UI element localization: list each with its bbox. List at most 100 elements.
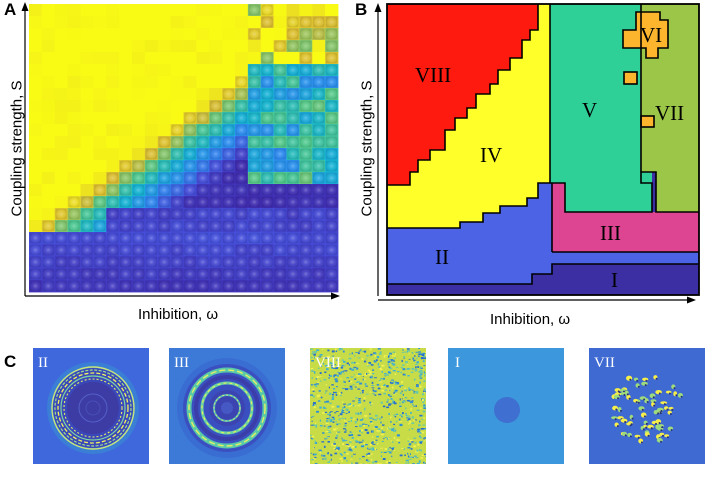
noise-speck: [329, 420, 333, 423]
heatmap-cell: [209, 28, 223, 41]
heatmap-cell-texture: [158, 196, 170, 208]
heatmap-cell-texture: [287, 220, 299, 232]
heatmap-cell-texture: [313, 244, 325, 256]
noise-speck: [355, 412, 357, 415]
noise-speck: [392, 401, 396, 403]
noise-speck: [362, 439, 364, 442]
noise-speck: [311, 369, 314, 371]
heatmap-cell-texture: [287, 88, 299, 100]
noise-speck: [395, 420, 398, 423]
heatmap-cell: [80, 100, 94, 113]
noise-speck: [336, 446, 339, 449]
noise-speck: [327, 362, 331, 365]
noise-speck: [398, 421, 402, 423]
noise-speck: [349, 441, 352, 443]
noise-speck: [327, 461, 330, 463]
noise-speck: [335, 434, 339, 437]
heatmap-cell: [132, 28, 146, 41]
heatmap-cell-texture: [184, 148, 196, 160]
noise-speck: [361, 389, 364, 391]
noise-speck: [344, 364, 346, 367]
noise-speck: [370, 364, 374, 366]
heatmap-cell-texture: [313, 172, 325, 184]
noise-speck: [359, 424, 363, 427]
heatmap-cell-texture: [210, 220, 222, 232]
noise-speck: [414, 355, 416, 357]
noise-speck: [419, 366, 422, 369]
noise-speck: [324, 392, 327, 394]
heatmap-cell-texture: [235, 268, 248, 280]
noise-speck: [355, 426, 358, 428]
noise-speck: [421, 398, 425, 400]
heatmap-cell: [144, 124, 159, 137]
noise-speck: [339, 413, 343, 416]
heatmap-cell-texture: [274, 40, 286, 52]
noise-speck: [402, 373, 406, 376]
noise-speck: [336, 427, 338, 430]
noise-speck: [377, 387, 381, 390]
heatmap-cell: [183, 76, 197, 89]
heatmap-cell-texture: [300, 112, 312, 124]
noise-speck: [387, 363, 389, 366]
thumbnail-viii-label: VIII: [315, 355, 341, 371]
noise-speck: [392, 399, 394, 402]
noise-speck: [374, 419, 378, 421]
heatmap-cell: [157, 112, 172, 125]
noise-speck: [416, 449, 419, 452]
noise-speck: [350, 458, 353, 460]
noise-speck: [336, 405, 340, 408]
noise-speck: [318, 390, 321, 392]
noise-speck: [349, 447, 352, 450]
noise-speck: [332, 368, 336, 369]
noise-speck: [389, 395, 392, 397]
heatmap-cell-texture: [274, 148, 286, 160]
noise-speck: [399, 405, 402, 407]
heatmap-cell-texture: [68, 280, 80, 292]
heatmap-cell-texture: [287, 136, 299, 148]
heatmap-cell-texture: [261, 196, 273, 208]
noise-speck: [314, 424, 318, 427]
noise-speck: [422, 399, 424, 402]
heatmap-cell-texture: [325, 124, 338, 136]
heatmap-cell: [29, 172, 43, 185]
noise-speck: [341, 460, 343, 462]
noise-speck: [418, 430, 420, 432]
heatmap-cell: [132, 4, 146, 17]
heatmap-cell-texture: [313, 184, 325, 196]
noise-speck: [386, 448, 390, 450]
heatmap-cell-texture: [184, 256, 196, 268]
noise-speck: [339, 378, 343, 380]
noise-speck: [350, 376, 354, 378]
noise-speck: [405, 415, 408, 417]
noise-speck: [363, 424, 366, 427]
noise-speck: [381, 430, 383, 432]
heatmap-cell-texture: [248, 64, 260, 76]
heatmap-cell-texture: [313, 148, 325, 160]
noise-speck: [420, 357, 424, 360]
noise-speck: [362, 375, 364, 376]
heatmap-cell: [157, 4, 172, 17]
cluster-core: [644, 384, 647, 387]
noise-speck: [371, 381, 374, 384]
noise-speck: [338, 392, 342, 395]
heatmap-cell-texture: [235, 88, 248, 100]
cluster-blob: [647, 424, 654, 429]
noise-speck: [402, 368, 406, 371]
noise-speck: [372, 443, 376, 445]
heatmap-cell: [235, 16, 249, 29]
noise-speck: [391, 441, 394, 443]
noise-speck: [407, 438, 409, 440]
heatmap-cell-texture: [42, 256, 54, 268]
noise-speck: [418, 460, 421, 463]
heatmap-cell-texture: [300, 280, 312, 292]
noise-speck: [419, 385, 422, 388]
noise-speck: [354, 386, 358, 388]
heatmap-cell: [106, 52, 120, 65]
noise-speck: [402, 348, 404, 351]
noise-speck: [352, 405, 355, 407]
noise-speck: [341, 359, 344, 361]
heatmap-cell: [209, 4, 223, 17]
noise-speck: [403, 448, 405, 450]
noise-speck: [413, 437, 417, 439]
noise-speck: [314, 351, 317, 354]
